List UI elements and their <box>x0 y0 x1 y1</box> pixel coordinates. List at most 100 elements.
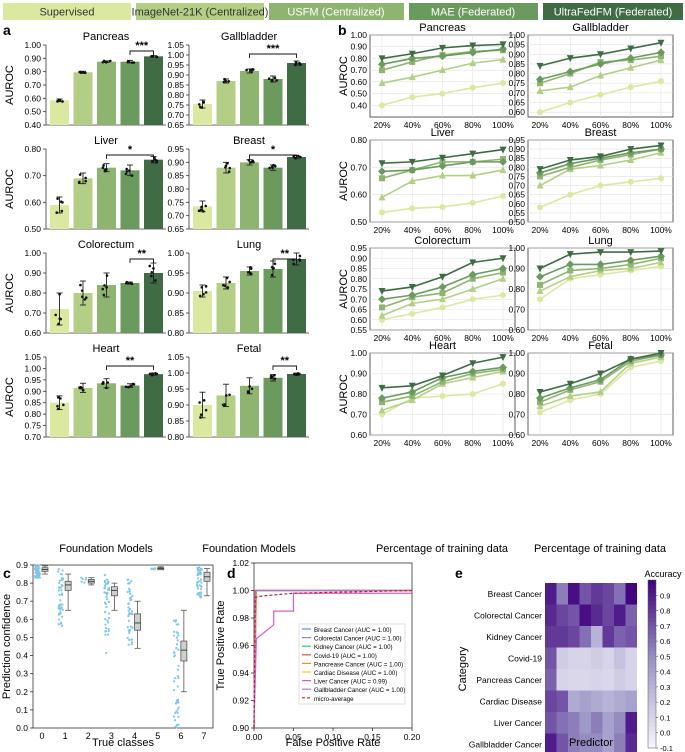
b-liver-marker <box>439 154 446 162</box>
a-heart-sig-stars: ** <box>126 355 135 367</box>
b-pancreas-ylabel: AUROC <box>338 56 350 96</box>
b-colorectum-title: Colorectum <box>414 235 470 247</box>
b-heart-xtick-label: 20% <box>373 438 390 448</box>
a-pancreas-title: Pancreas <box>83 31 130 43</box>
a-breast-sig-bracket <box>249 154 297 159</box>
legend-label-usfm: USFM (Centralized) <box>287 7 384 19</box>
c-point <box>106 588 110 591</box>
c-xlabel: True classes <box>92 737 154 749</box>
a-colorectum-bar <box>144 273 163 333</box>
b-lung-marker <box>597 265 604 272</box>
panel-label-c: c <box>3 565 11 581</box>
e-cell <box>579 626 591 648</box>
b-heart-ytick-label: 0.90 <box>350 369 367 379</box>
a-liver-point <box>130 174 134 177</box>
legend-swatch-mae <box>409 3 538 20</box>
e-cell <box>568 733 580 752</box>
b-colorectum-marker <box>378 288 386 296</box>
c-point <box>103 591 106 594</box>
d-ytick-label: 1.00 <box>232 586 249 596</box>
a-gallbladder-point <box>223 77 226 81</box>
b-breast-marker <box>597 153 604 161</box>
a-fetal-point <box>247 390 251 394</box>
b-xlabel-left: Percentage of training data <box>376 543 509 555</box>
e-colorbar-segment <box>648 584 656 589</box>
c-point <box>126 578 129 582</box>
b-gallbladder-marker <box>658 78 664 85</box>
b-colorectum-marker <box>499 264 507 273</box>
b-fetal-marker <box>596 375 605 384</box>
c-point <box>176 674 180 678</box>
e-cell <box>568 647 580 669</box>
b-gallbladder-marker <box>536 62 544 70</box>
a-fetal-point <box>199 416 202 419</box>
b-gallbladder-ytick-label: 0.90 <box>508 49 525 59</box>
c-box <box>111 586 118 597</box>
d-legend-label: Pancrease Cancer (AUC = 1.00) <box>314 661 403 668</box>
a-heart-point <box>62 403 65 407</box>
c-point <box>104 611 107 614</box>
c-point <box>104 617 107 621</box>
b-heart-marker <box>469 373 477 381</box>
b-pancreas-marker <box>379 67 385 74</box>
a-colorectum-point <box>148 264 152 268</box>
panel-label-b: b <box>338 22 347 38</box>
e-cell <box>556 712 568 734</box>
e-row-label: Kidney Cancer <box>486 632 542 642</box>
c-point <box>174 711 177 715</box>
a-pancreas-point <box>83 71 87 75</box>
b-gallbladder-marker <box>627 45 635 53</box>
a-colorectum-point <box>105 274 109 277</box>
a-liver-point <box>77 181 81 185</box>
c-point <box>60 592 64 596</box>
a-colorectum-point <box>129 281 132 285</box>
a-heart-bar <box>50 402 69 437</box>
e-cell <box>625 669 637 691</box>
b-colorectum-ytick-label: 0.70 <box>350 294 367 304</box>
e-cell <box>545 669 557 691</box>
a-breast-bar <box>240 162 259 229</box>
c-point <box>84 578 87 581</box>
a-lung-point <box>298 254 302 258</box>
b-liver-marker <box>409 205 416 212</box>
b-liver-marker <box>408 177 416 184</box>
a-liver-point <box>155 161 158 164</box>
b-colorectum-xtick-label: 40% <box>404 333 421 343</box>
a-lung-point <box>198 294 202 298</box>
c-point <box>130 598 133 601</box>
a-gallbladder-bar <box>216 81 236 125</box>
a-pancreas-point <box>102 59 106 63</box>
e-cell <box>625 583 637 605</box>
a-heart-point <box>155 372 159 376</box>
a-lung-subplot: Lung 0.80 0.85 0.90 0.95 1.00 ** <box>167 239 309 338</box>
e-row-label: Pancreas Cancer <box>476 675 542 685</box>
c-point <box>60 586 63 589</box>
c-point <box>58 579 61 582</box>
b-colorectum-xtick-label: 80% <box>464 333 481 343</box>
b-breast-marker <box>658 175 664 182</box>
a-colorectum-point <box>150 274 153 278</box>
e-colorbar-segment <box>648 592 656 598</box>
b-breast-title: Breast <box>585 127 617 139</box>
panel-e-accuracy-heatmap: Breast Cancer Colorectal Cancer Kidney Can… <box>457 569 682 752</box>
c-point <box>126 626 129 629</box>
b-liver-xtick-label: 80% <box>464 225 481 235</box>
a-fetal-ytick-label: 0.80 <box>167 432 184 442</box>
a-gallbladder-point <box>273 76 277 80</box>
e-colorbar-segment <box>648 638 656 644</box>
b-liver-ytick-label: 0.70 <box>350 162 367 172</box>
e-colorbar-segment <box>648 701 656 707</box>
b-breast-ytick-label: 0.50 <box>508 217 525 227</box>
b-heart-ytick-label: 0.80 <box>350 389 367 399</box>
e-colorbar-tick-label: 0.2 <box>660 698 670 707</box>
b-heart-xtick-label: 60% <box>434 438 451 448</box>
b-gallbladder-marker <box>627 63 635 71</box>
a-heart-point <box>124 385 128 389</box>
e-cell <box>545 626 557 648</box>
b-liver-marker <box>469 199 476 206</box>
c-point <box>107 600 111 603</box>
d-ytick-label: 1.02 <box>232 558 249 568</box>
e-cell <box>591 712 603 734</box>
c-point <box>197 592 201 595</box>
